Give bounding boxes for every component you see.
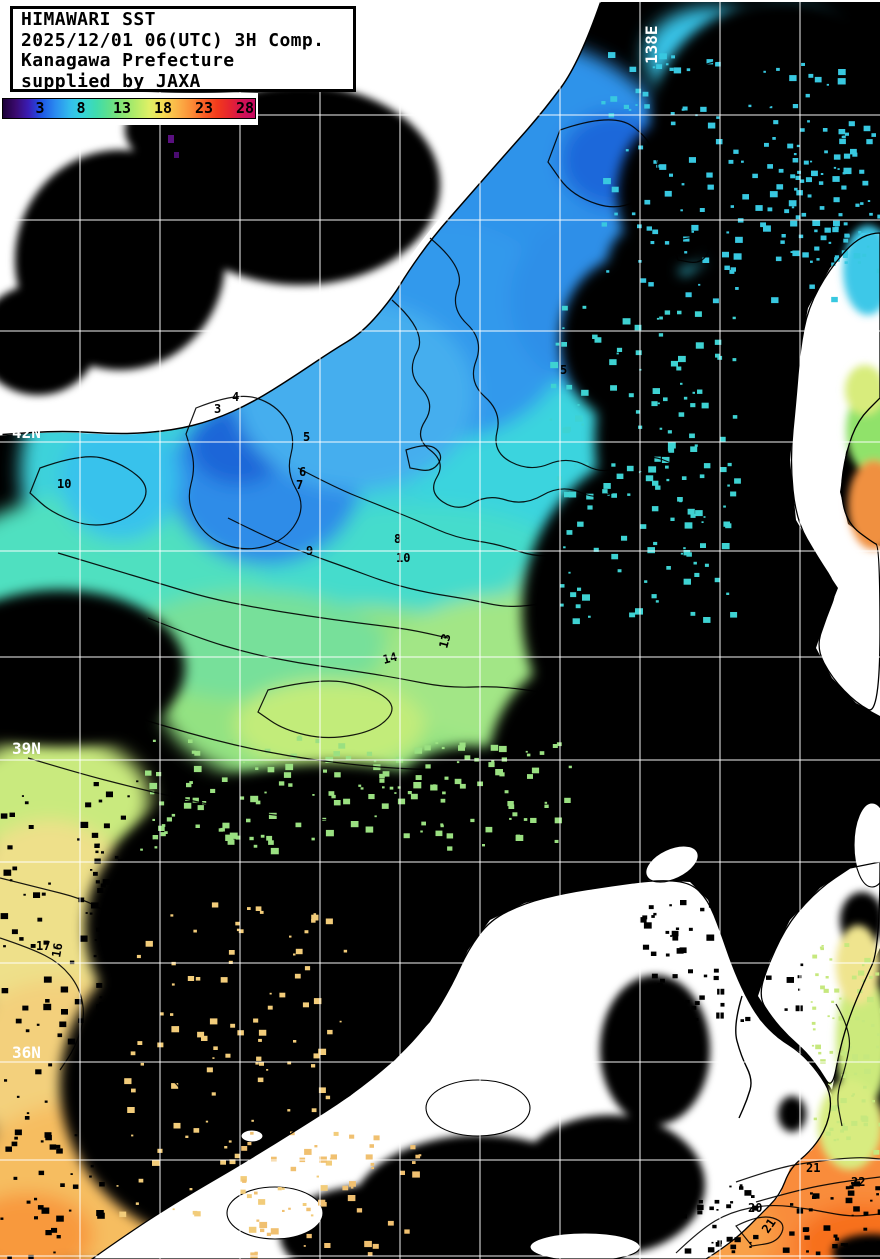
colorbar-tick: 3	[35, 99, 45, 117]
lat-label: 42N	[12, 423, 41, 442]
honshu-outline	[90, 880, 832, 1259]
contour-label: 5	[303, 430, 310, 444]
colorbar-gradient	[2, 98, 256, 119]
colorbar-tick: 18	[153, 99, 173, 117]
kashima-boso-outline	[760, 861, 880, 1084]
contour-label: 22	[851, 1175, 865, 1189]
product-title: HIMAWARI SST	[21, 9, 156, 30]
hokkaido-west	[790, 233, 880, 716]
coast-white-strip	[0, 0, 602, 436]
contour-label: 3	[214, 402, 221, 416]
region-line: Kanagawa Prefecture	[21, 50, 235, 71]
contour-label: 21	[759, 1216, 779, 1236]
colorbar-tick: 13	[112, 99, 132, 117]
coastal-bays	[818, 225, 880, 1170]
contour-label: 16	[49, 942, 65, 959]
colorbar-tick: 28	[235, 99, 255, 117]
contour-label: 17	[36, 939, 50, 953]
credit-line: supplied by JAXA	[21, 70, 201, 92]
contour-label: 14	[381, 650, 399, 667]
contour-label: 20	[748, 1201, 762, 1215]
contour-label: 13	[436, 632, 453, 650]
contour-label: 10	[57, 477, 71, 491]
tokyo-bay	[735, 995, 752, 1119]
cloud-over-land	[0, 85, 880, 1259]
contour-label: 5	[560, 363, 567, 377]
contour-label: 7	[296, 478, 303, 492]
contour-label: 21	[806, 1161, 820, 1175]
contour-label: 4	[232, 390, 239, 404]
map-frame-top	[356, 0, 880, 2]
lon-label: 138E	[642, 25, 661, 64]
coastline	[2, 2, 602, 436]
isotherm-contours	[0, 56, 880, 1254]
graticule-labels: 42N 39N 36N 138E	[12, 25, 661, 1062]
datetime-line: 2025/12/01 06(UTC) 3H Comp.	[21, 29, 325, 51]
contour-label: 10	[396, 551, 410, 565]
colorbar-tick: 8	[76, 99, 86, 117]
info-box: HIMAWARI SST 2025/12/01 06(UTC) 3H Comp.…	[10, 6, 356, 92]
contour-label: 8	[394, 532, 401, 546]
colorbar-tick: 23	[194, 99, 214, 117]
temperature-colorbar: 3 8 13 18 23 28	[0, 93, 258, 125]
lat-label: 39N	[12, 739, 41, 758]
contour-label: 6	[299, 465, 306, 479]
lat-label: 36N	[12, 1043, 41, 1062]
hokkaido-west-outline	[790, 232, 880, 711]
contour-label: 8	[637, 480, 652, 490]
